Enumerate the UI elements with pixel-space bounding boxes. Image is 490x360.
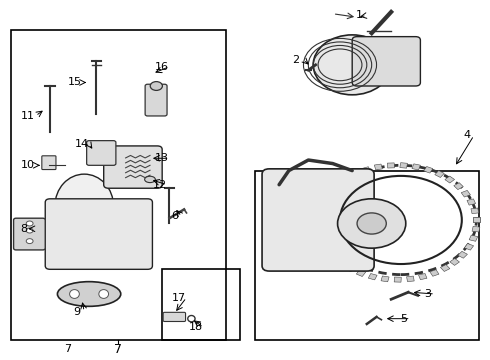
Text: 5: 5 — [400, 314, 407, 324]
Ellipse shape — [57, 282, 121, 306]
Ellipse shape — [70, 289, 79, 298]
Bar — [465, 243, 473, 250]
Bar — [315, 218, 322, 223]
Text: 2: 2 — [293, 55, 300, 64]
Bar — [450, 258, 460, 265]
FancyBboxPatch shape — [87, 141, 116, 165]
Bar — [473, 217, 480, 222]
Bar — [331, 183, 341, 190]
FancyBboxPatch shape — [262, 169, 374, 271]
Bar — [400, 163, 407, 168]
Text: 14: 14 — [74, 139, 89, 149]
FancyBboxPatch shape — [145, 84, 167, 116]
Circle shape — [338, 199, 406, 248]
Bar — [381, 276, 389, 282]
Text: 9: 9 — [74, 307, 80, 317]
Text: 10: 10 — [21, 160, 35, 170]
Bar — [418, 274, 427, 280]
Text: 7: 7 — [64, 344, 71, 354]
Text: 11: 11 — [21, 111, 35, 121]
Ellipse shape — [313, 35, 391, 95]
Bar — [319, 199, 328, 206]
Bar — [472, 226, 480, 232]
Bar — [430, 270, 439, 276]
Text: 7: 7 — [114, 343, 122, 356]
Circle shape — [26, 239, 33, 244]
Bar — [345, 265, 355, 272]
Text: 18: 18 — [189, 323, 203, 333]
Ellipse shape — [145, 176, 155, 183]
Bar — [412, 164, 420, 170]
Bar — [336, 259, 345, 266]
Text: 12: 12 — [153, 180, 167, 190]
Ellipse shape — [150, 82, 162, 90]
Bar — [368, 274, 377, 280]
Bar — [255, 171, 479, 340]
Bar — [441, 265, 450, 271]
Bar — [394, 277, 401, 282]
FancyBboxPatch shape — [163, 312, 186, 321]
Text: 1: 1 — [356, 10, 363, 21]
Bar — [458, 251, 467, 258]
FancyBboxPatch shape — [42, 156, 56, 170]
Bar — [328, 252, 337, 258]
Bar — [454, 183, 464, 190]
Bar — [350, 171, 360, 177]
Circle shape — [26, 221, 33, 226]
Circle shape — [357, 213, 386, 234]
Circle shape — [26, 228, 33, 233]
Bar — [318, 235, 326, 242]
Bar — [424, 166, 433, 173]
Bar — [471, 208, 479, 214]
Bar — [324, 190, 334, 197]
Bar — [11, 30, 225, 340]
Bar — [461, 190, 470, 197]
Text: 8: 8 — [20, 224, 27, 234]
FancyBboxPatch shape — [352, 37, 420, 86]
Text: 17: 17 — [172, 293, 186, 302]
Bar — [388, 163, 394, 168]
Text: 16: 16 — [155, 62, 169, 72]
Bar — [340, 176, 350, 183]
Text: 6: 6 — [171, 211, 178, 221]
Text: 3: 3 — [424, 289, 431, 299]
Bar — [374, 164, 382, 170]
FancyBboxPatch shape — [104, 146, 162, 188]
Bar — [316, 227, 323, 232]
Ellipse shape — [99, 289, 109, 298]
Text: 13: 13 — [155, 153, 169, 163]
Ellipse shape — [55, 174, 114, 238]
Text: 15: 15 — [68, 77, 81, 87]
Bar — [469, 235, 478, 241]
Bar — [435, 171, 444, 177]
Bar — [356, 270, 366, 276]
Bar — [162, 269, 240, 340]
Bar — [467, 199, 476, 205]
Bar — [445, 176, 455, 183]
FancyBboxPatch shape — [14, 218, 45, 250]
Bar — [473, 217, 480, 222]
Bar — [316, 208, 324, 214]
Bar — [407, 276, 414, 282]
FancyBboxPatch shape — [45, 199, 152, 269]
Bar — [322, 244, 331, 250]
Text: 4: 4 — [463, 130, 470, 140]
Bar — [362, 167, 371, 173]
